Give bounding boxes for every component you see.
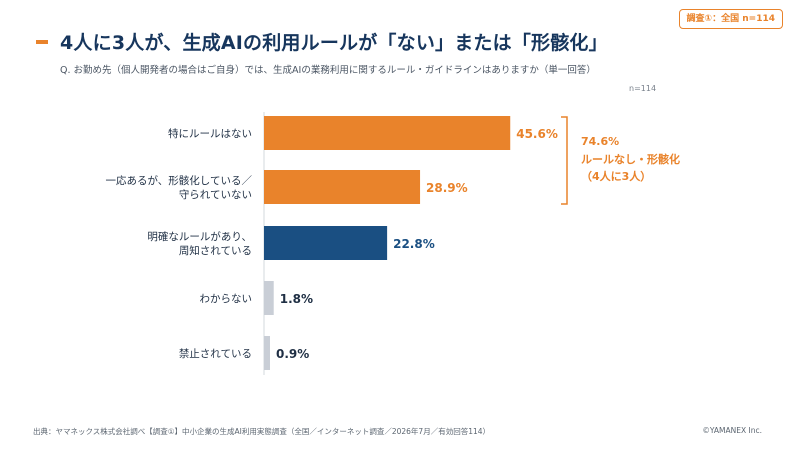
category-label: 禁止されている: [179, 348, 252, 360]
bar: [264, 116, 511, 150]
page-title: 4人に3人が、生成AIの利用ルールが「ない」または「形骸化」: [60, 32, 608, 54]
annotation-text: （4人に3人）: [581, 169, 651, 183]
annotation-text: 74.6%: [581, 135, 619, 148]
value-label: 1.8%: [280, 292, 313, 306]
annotation-bracket: [561, 116, 568, 205]
bar: [264, 336, 270, 370]
value-label: 0.9%: [276, 347, 309, 361]
question-text: Q. お勤め先（個人開発者の場合はご自身）では、生成AIの業務利用に関するルール…: [60, 65, 596, 76]
category-label: 守られていない: [179, 188, 252, 201]
category-label: 明確なルールがあり、: [147, 230, 252, 243]
sample-size-label: n=114: [629, 84, 657, 93]
bar: [264, 281, 274, 315]
category-label: わからない: [200, 293, 253, 305]
title-accent-bar: [36, 40, 48, 44]
bar: [264, 226, 388, 260]
value-label: 28.9%: [426, 181, 468, 195]
survey-badge: 調査①：全国 n=114: [678, 9, 783, 29]
source-note: 出典：ヤマネックス株式会社調べ【調査①】中小企業の生成AI利用実態調査（全国／イ…: [33, 427, 491, 436]
bar: [264, 170, 421, 204]
category-label: 特にルールはない: [168, 128, 252, 140]
value-label: 45.6%: [516, 127, 558, 141]
category-label: 周知されている: [179, 244, 252, 257]
category-label: 一応あるが、形骸化している／: [106, 174, 253, 187]
copyright: ©YAMANEX Inc.: [702, 426, 762, 435]
value-label: 22.8%: [393, 237, 435, 251]
annotation-text: ルールなし・形骸化: [581, 152, 680, 166]
